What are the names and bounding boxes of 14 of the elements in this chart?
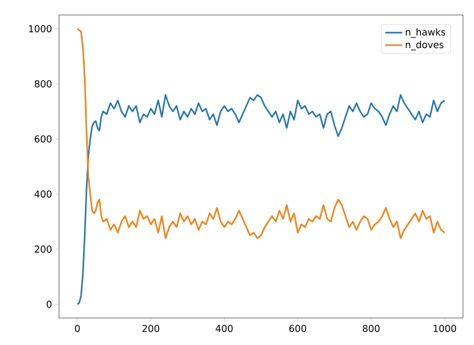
- legend-label: n_hawks: [406, 28, 446, 38]
- y-tick-label: 800: [34, 80, 52, 88]
- x-tick-label: 0: [74, 324, 80, 332]
- y-tick-label: 0: [46, 300, 52, 308]
- x-tick-label: 200: [142, 324, 160, 332]
- y-tick-label: 400: [34, 190, 52, 198]
- x-tick-label: 1000: [434, 324, 456, 332]
- x-tick-label: 800: [362, 324, 380, 332]
- y-tick-label: 600: [34, 135, 52, 143]
- x-tick-label: 600: [289, 324, 306, 332]
- y-tick-label: 1000: [29, 25, 52, 32]
- y-tick-label: 200: [34, 246, 52, 253]
- x-tick-label: 400: [216, 324, 233, 332]
- legend-label: n_doves: [406, 40, 444, 50]
